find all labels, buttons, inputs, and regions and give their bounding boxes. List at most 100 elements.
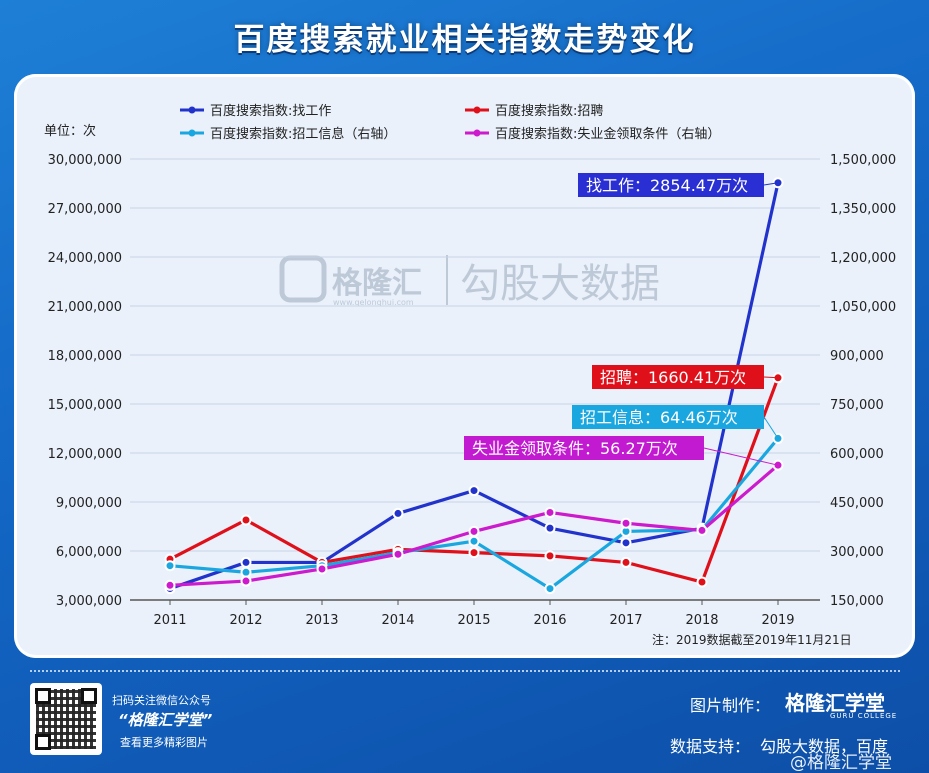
data-point bbox=[696, 576, 708, 588]
series-3 bbox=[164, 459, 784, 591]
data-point bbox=[544, 583, 556, 595]
legend-item-3[interactable]: 百度搜索指数:失业金领取条件（右轴） bbox=[465, 126, 720, 142]
callout-3: 失业金领取条件：56.27万次 bbox=[464, 436, 779, 466]
data-point bbox=[316, 563, 328, 575]
callout-leader bbox=[763, 416, 779, 439]
legend-marker-icon bbox=[473, 129, 481, 137]
legend-marker-icon bbox=[473, 106, 481, 114]
callout-leader bbox=[763, 376, 779, 379]
y-left-tick-label: 18,000,000 bbox=[48, 349, 122, 364]
data-point bbox=[468, 535, 480, 547]
callout-box bbox=[464, 436, 704, 460]
data-point bbox=[544, 522, 556, 534]
page-title: 百度搜索就业相关指数走势变化 bbox=[233, 22, 696, 58]
footer-divider bbox=[30, 670, 900, 672]
x-tick-label: 2018 bbox=[685, 613, 718, 628]
y-right-tick-label: 750,000 bbox=[830, 398, 884, 413]
legend-label: 百度搜索指数:找工作 bbox=[210, 103, 331, 119]
data-point bbox=[620, 556, 632, 568]
callout-1: 招聘：1660.41万次 bbox=[592, 365, 779, 389]
callout-text: 找工作：2854.47万次 bbox=[586, 176, 748, 195]
callout-text: 失业金领取条件：56.27万次 bbox=[472, 439, 678, 458]
y-left-tick-label: 30,000,000 bbox=[48, 153, 122, 168]
callout-text: 招聘：1660.41万次 bbox=[600, 368, 746, 387]
y-left-tick-label: 15,000,000 bbox=[48, 398, 122, 413]
data-point bbox=[240, 566, 252, 578]
x-tick-label: 2016 bbox=[533, 613, 566, 628]
callout-leader bbox=[763, 182, 779, 186]
legend-label: 百度搜索指数:失业金领取条件（右轴） bbox=[495, 126, 720, 142]
data-point bbox=[392, 507, 404, 519]
chart-note: 注：2019数据截至2019年11月21日 bbox=[652, 632, 852, 647]
chart-card bbox=[14, 74, 915, 658]
series-line bbox=[169, 437, 780, 591]
callout-leader bbox=[703, 447, 779, 466]
watermark-logo-text: 格隆汇 bbox=[332, 266, 422, 301]
legend-marker-icon bbox=[188, 129, 196, 137]
y-right-tick-label: 1,500,000 bbox=[830, 153, 896, 168]
data-point bbox=[164, 560, 176, 572]
y-left-tick-label: 27,000,000 bbox=[48, 202, 122, 217]
data-point bbox=[468, 485, 480, 497]
qr-corner-icon bbox=[35, 688, 51, 704]
y-right-tick-label: 150,000 bbox=[830, 594, 884, 609]
footer-account: “格隆汇学堂” bbox=[118, 711, 213, 729]
legend-marker-icon bbox=[188, 106, 196, 114]
x-axis: 2011 2012 2013 2014 2015 2016 2017 2018 2019 bbox=[130, 599, 820, 628]
x-tick-label: 2015 bbox=[457, 613, 490, 628]
callout-0: 找工作：2854.47万次 bbox=[578, 173, 779, 197]
y-left-tick-label: 12,000,000 bbox=[48, 447, 122, 462]
made-by-brand: 格隆汇学堂 bbox=[785, 691, 885, 715]
watermark: 格隆汇 www.gelonghui.com 勾股大数据 bbox=[279, 255, 660, 307]
callouts: 找工作：2854.47万次招聘：1660.41万次招工信息：64.46万次失业金… bbox=[464, 173, 779, 466]
support-label: 数据支持： bbox=[670, 737, 751, 756]
y-right-tick-label: 300,000 bbox=[830, 545, 884, 560]
y-axis-left: 3,000,000 6,000,000 9,000,000 12,000,000 15,… bbox=[48, 153, 122, 609]
x-tick-label: 2019 bbox=[761, 613, 794, 628]
legend-item-2[interactable]: 百度搜索指数:招工信息（右轴） bbox=[180, 126, 396, 142]
y-left-tick-label: 3,000,000 bbox=[56, 594, 122, 609]
y-right-tick-label: 1,350,000 bbox=[830, 202, 896, 217]
x-tick-label: 2012 bbox=[229, 613, 262, 628]
qr-corner-icon bbox=[81, 688, 97, 704]
watermark-url: www.gelonghui.com bbox=[333, 298, 414, 307]
y-left-tick-label: 24,000,000 bbox=[48, 251, 122, 266]
support-value: 勾股大数据，百度 bbox=[760, 737, 889, 756]
y-right-tick-label: 450,000 bbox=[830, 496, 884, 511]
data-point bbox=[620, 537, 632, 549]
data-point bbox=[696, 524, 708, 536]
x-tick-label: 2014 bbox=[381, 613, 414, 628]
data-point bbox=[544, 506, 556, 518]
y-right-tick-label: 600,000 bbox=[830, 447, 884, 462]
x-tick-label: 2011 bbox=[153, 613, 186, 628]
made-by-sub: GURU COLLEGE bbox=[830, 712, 898, 720]
callout-box bbox=[572, 405, 764, 429]
unit-label: 单位：次 bbox=[44, 123, 96, 139]
legend-label: 百度搜索指数:招工信息（右轴） bbox=[210, 126, 396, 142]
y-right-tick-label: 1,050,000 bbox=[830, 300, 896, 315]
data-point bbox=[240, 556, 252, 568]
legend-item-1[interactable]: 百度搜索指数:招聘 bbox=[465, 103, 603, 119]
footer-more: 查看更多精彩图片 bbox=[120, 736, 208, 749]
data-point bbox=[544, 550, 556, 562]
callout-text: 招工信息：64.46万次 bbox=[580, 408, 738, 427]
qr-code[interactable] bbox=[30, 683, 102, 755]
y-left-tick-label: 9,000,000 bbox=[56, 496, 122, 511]
made-by-label: 图片制作： bbox=[690, 696, 771, 715]
x-tick-label: 2013 bbox=[305, 613, 338, 628]
y-left-tick-label: 21,000,000 bbox=[48, 300, 122, 315]
callout-2: 招工信息：64.46万次 bbox=[572, 405, 779, 439]
legend-item-0[interactable]: 百度搜索指数:找工作 bbox=[180, 103, 331, 119]
data-point bbox=[240, 514, 252, 526]
qr-corner-icon bbox=[35, 734, 51, 750]
grid bbox=[130, 158, 820, 601]
series-group bbox=[164, 177, 784, 595]
footer-scan-line: 扫码关注微信公众号 bbox=[112, 694, 211, 707]
y-axis-right: 150,000 300,000 450,000 600,000 750,000 900,0… bbox=[830, 153, 896, 609]
y-right-tick-label: 900,000 bbox=[830, 349, 884, 364]
data-point bbox=[620, 517, 632, 529]
data-point bbox=[468, 547, 480, 559]
legend-label: 百度搜索指数:招聘 bbox=[495, 103, 603, 119]
